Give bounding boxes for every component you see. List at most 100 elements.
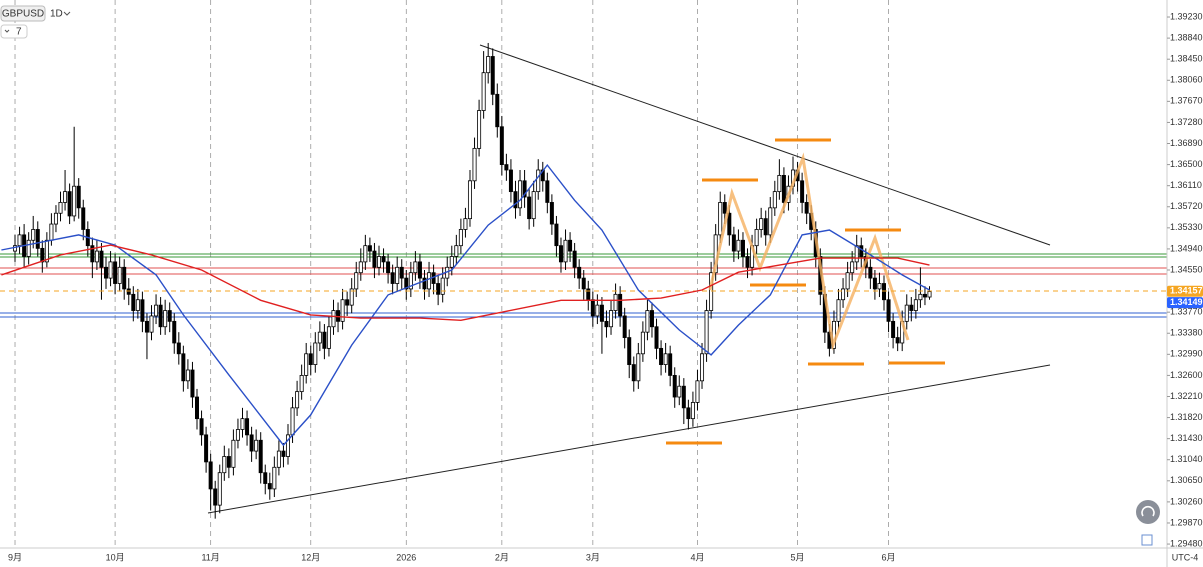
- candle-body: [504, 164, 509, 171]
- candle-body: [399, 266, 404, 279]
- candle-body: [245, 418, 250, 436]
- candle-body: [340, 299, 345, 322]
- candle-body: [208, 461, 213, 490]
- candle-body: [531, 191, 536, 220]
- candle-body: [135, 299, 140, 311]
- candle-body: [272, 466, 277, 490]
- price-badge: [1167, 297, 1203, 309]
- axes: 9月 10月 11月 12月 2026 2月 3月 4月 5月 6月 1.39230 1.38840 1…: [8, 11, 1203, 562]
- candle-body: [386, 261, 391, 274]
- candle-body: [609, 310, 614, 328]
- candle-body: [199, 418, 204, 436]
- candle-body: [94, 250, 99, 263]
- y-tick-label: 1.31040: [1170, 454, 1203, 464]
- replay-button[interactable]: [1136, 500, 1160, 524]
- y-tick-label: 1.36890: [1170, 138, 1203, 148]
- candle-body: [895, 337, 900, 344]
- candle-body: [126, 288, 131, 295]
- candle-body: [158, 304, 163, 328]
- symbol[interactable]: GBPUSD: [2, 9, 44, 20]
- candle-body: [31, 229, 36, 241]
- candle-body: [13, 245, 18, 252]
- candle-body: [772, 191, 777, 209]
- candle-body: [568, 239, 573, 252]
- candle-body: [722, 202, 727, 214]
- candle-body: [718, 202, 723, 236]
- candle-body: [49, 223, 54, 241]
- candle-body: [490, 56, 495, 95]
- candle-body: [909, 304, 914, 311]
- candle-body: [659, 347, 664, 365]
- candle-body: [240, 418, 245, 430]
- candle-body: [395, 266, 400, 284]
- candle-body: [231, 439, 236, 468]
- candle-body: [213, 488, 218, 506]
- x-tick-label: 12月: [301, 552, 320, 562]
- replay-icon: [1141, 505, 1155, 517]
- candle-body: [872, 277, 877, 290]
- candle-body: [404, 277, 409, 290]
- candle-body: [90, 245, 95, 263]
- candle-body: [731, 234, 736, 252]
- fullscreen-icon[interactable]: [1141, 534, 1153, 546]
- pattern-overlay: [666, 138, 945, 445]
- candle-body: [622, 315, 627, 338]
- indicator-toggle[interactable]: [0, 24, 28, 39]
- candle-body: [222, 456, 227, 474]
- candle-body: [422, 277, 427, 290]
- price-badge-label: 1.34149: [1170, 297, 1203, 307]
- price-badge-label: 1.34157: [1170, 286, 1203, 296]
- candle-body: [913, 299, 918, 311]
- candle-body: [167, 310, 172, 322]
- candle-body: [590, 299, 595, 317]
- moving-average: [1, 244, 930, 322]
- candle-body: [495, 93, 500, 128]
- candle-body: [40, 247, 45, 263]
- candle-body: [235, 429, 240, 441]
- candle-body: [527, 196, 532, 220]
- interval[interactable]: 1D: [50, 9, 63, 20]
- trend-line: [479, 44, 1051, 246]
- candle-body: [513, 191, 518, 209]
- y-tick-label: 1.37280: [1170, 117, 1203, 127]
- y-tick-label: 1.32210: [1170, 391, 1203, 401]
- candle-body: [768, 207, 773, 236]
- candle-body: [454, 245, 459, 257]
- candle-body: [285, 434, 290, 457]
- y-tick-label: 1.31820: [1170, 412, 1203, 422]
- moving-average: [1, 163, 930, 447]
- candle-body: [859, 245, 864, 257]
- candle-body: [613, 293, 618, 311]
- candle-body: [695, 380, 700, 403]
- candle-body: [554, 223, 559, 247]
- candle-body: [358, 261, 363, 274]
- indicator-count[interactable]: 7: [16, 27, 22, 38]
- y-tick-label: 1.36110: [1170, 180, 1202, 190]
- candle-body: [367, 245, 372, 252]
- candle-body: [326, 326, 331, 349]
- x-tick-label: 9月: [8, 552, 22, 562]
- candle-body: [81, 207, 86, 230]
- x-tick-label: 4月: [690, 552, 704, 562]
- pattern-levels: [666, 138, 945, 445]
- candle-body: [172, 320, 177, 344]
- candle-body: [390, 272, 395, 284]
- candle-body: [508, 169, 513, 193]
- candle-body: [63, 191, 68, 203]
- candle-body: [754, 229, 759, 247]
- candle-body: [304, 353, 309, 376]
- candle-body: [17, 234, 22, 247]
- candle-body: [700, 353, 705, 382]
- symbol-button[interactable]: [0, 5, 46, 22]
- candle-body: [317, 331, 322, 344]
- candle-body: [217, 472, 222, 506]
- candle-body: [654, 326, 659, 349]
- candle-body: [440, 277, 445, 295]
- candle-body: [927, 291, 932, 298]
- candle-body: [627, 337, 632, 365]
- y-tick-label: 1.34940: [1170, 243, 1203, 253]
- candle-body: [681, 385, 686, 409]
- x-tick-label: 2026: [396, 552, 416, 562]
- indicator-caret: [4, 29, 10, 33]
